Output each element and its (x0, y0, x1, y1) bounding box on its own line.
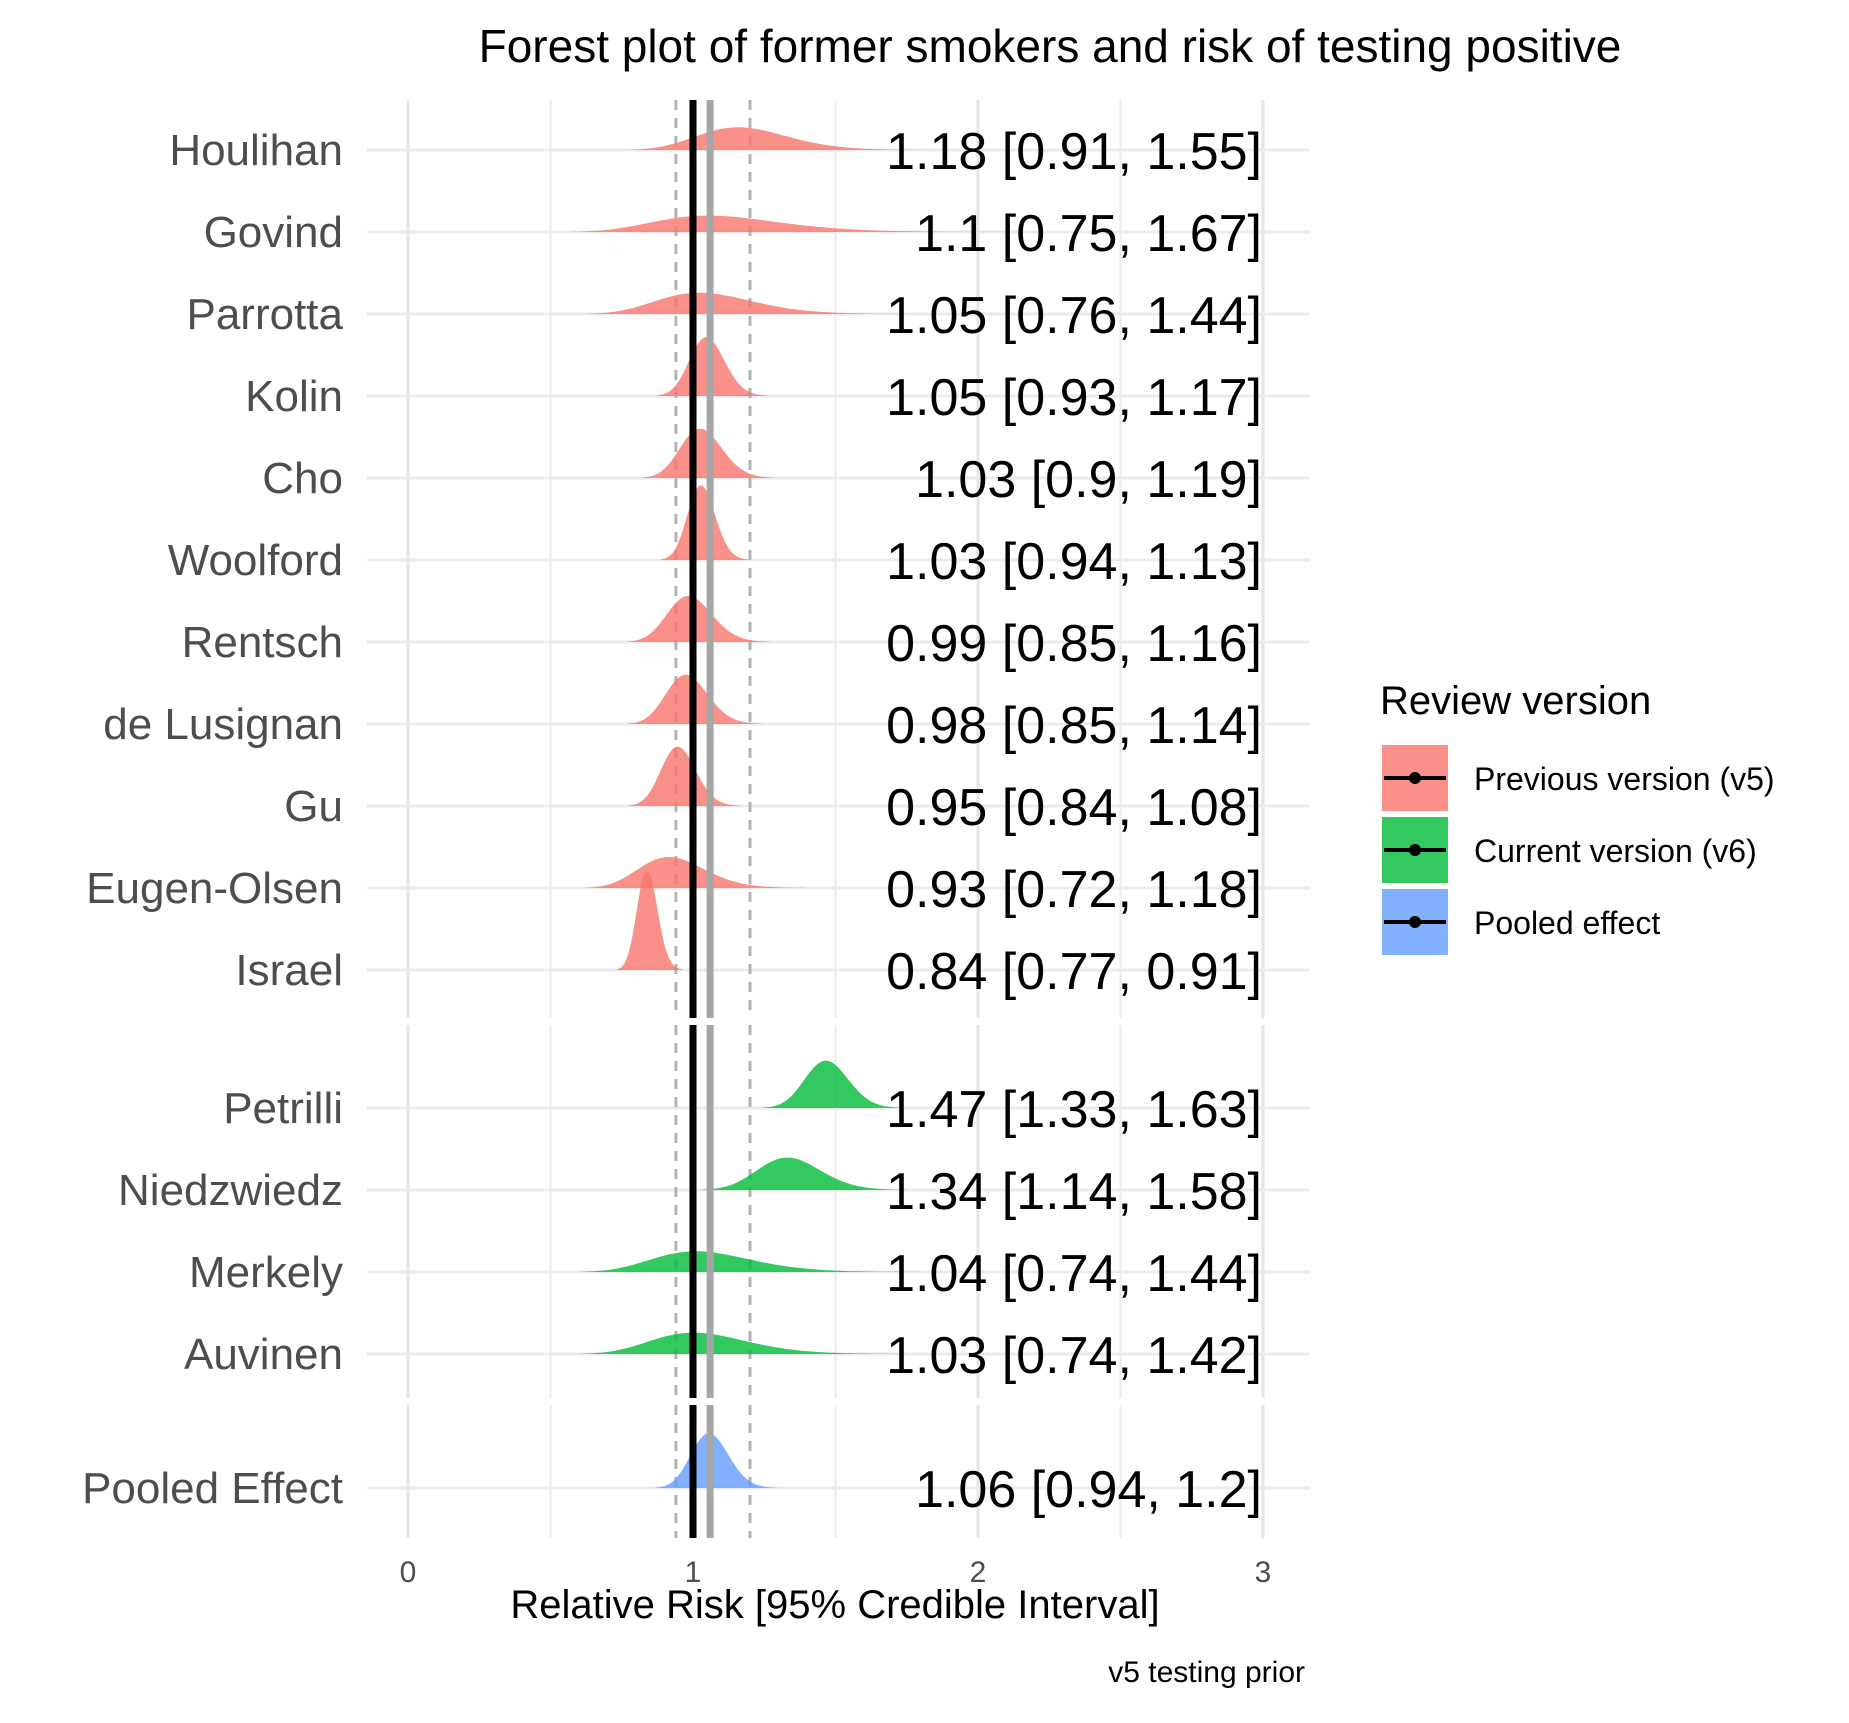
density-ridge (628, 746, 741, 806)
legend-key-point (1409, 916, 1421, 928)
study-label: Petrilli (223, 1084, 343, 1133)
legend-label: Current version (v6) (1474, 833, 1757, 869)
chart-caption: v5 testing prior (1108, 1656, 1305, 1689)
study-label: Cho (262, 454, 343, 503)
estimate-label: 1.04 [0.74, 1.44] (886, 1245, 1262, 1303)
study-label: Parrotta (186, 290, 343, 339)
density-ridge (585, 292, 913, 314)
density-ridge (571, 215, 1011, 232)
study-label: Niedzwiedz (118, 1166, 343, 1215)
estimate-label: 1.18 [0.91, 1.55] (886, 123, 1262, 181)
estimate-label: 0.93 [0.72, 1.18] (886, 861, 1262, 919)
x-tick-label: 2 (970, 1556, 987, 1589)
estimate-label: 0.99 [0.85, 1.16] (886, 615, 1262, 673)
density-ridge (616, 872, 683, 970)
study-label: Merkely (189, 1248, 343, 1297)
estimate-label: 1.05 [0.93, 1.17] (886, 369, 1262, 427)
legend-label: Pooled effect (1474, 905, 1660, 941)
estimate-label: 1.05 [0.76, 1.44] (886, 287, 1262, 345)
study-label: Woolford (168, 536, 343, 585)
study-label: Kolin (245, 372, 343, 421)
density-ridge (660, 485, 750, 560)
density-ridge (655, 1433, 777, 1488)
estimate-label: 1.47 [1.33, 1.63] (886, 1081, 1262, 1139)
density-ridge (700, 1157, 907, 1190)
density-ridge (625, 127, 928, 150)
density-ridge (580, 1251, 919, 1272)
x-axis: 0 1 2 3 (400, 1556, 1272, 1589)
legend-key-point (1409, 844, 1421, 856)
panel-3: Pooled Effect 1.06 [0.94, 1.2] (82, 1405, 1310, 1538)
estimate-label: 1.03 [0.94, 1.13] (886, 533, 1262, 591)
x-tick-label: 1 (685, 1556, 702, 1589)
study-label: Rentsch (182, 618, 343, 667)
legend-title: Review version (1380, 679, 1651, 723)
study-label: Israel (235, 946, 343, 995)
density-ridge (580, 1332, 908, 1354)
x-axis-label: Relative Risk [95% Credible Interval] (510, 1583, 1159, 1627)
study-label: Houlihan (169, 126, 343, 175)
study-label: Eugen-Olsen (86, 864, 343, 913)
estimate-label: 0.95 [0.84, 1.08] (886, 779, 1262, 837)
legend-key-point (1409, 772, 1421, 784)
estimate-label: 1.06 [0.94, 1.2] (915, 1461, 1262, 1519)
density-ridge (762, 1060, 903, 1108)
plot-panels: Houlihan 1.18 [0.91, 1.55] Govind 1.1 [0.75… (82, 100, 1310, 1538)
chart-title: Forest plot of former smokers and risk o… (479, 20, 1622, 72)
panel-2: Petrilli 1.47 [1.33, 1.63] Niedzwiedz 1.34 … (118, 1025, 1310, 1398)
x-tick-label: 0 (400, 1556, 417, 1589)
estimate-label: 0.84 [0.77, 0.91] (886, 943, 1262, 1001)
estimate-label: 1.1 [0.75, 1.67] (915, 205, 1262, 263)
legend: Review version Previous version (v5) Curre… (1380, 679, 1775, 955)
density-ridge (626, 595, 772, 642)
study-label: de Lusignan (103, 700, 343, 749)
estimate-label: 1.34 [1.14, 1.58] (886, 1163, 1262, 1221)
study-label: Gu (284, 782, 343, 831)
study-label: Govind (204, 208, 343, 257)
estimate-label: 1.03 [0.74, 1.42] (886, 1327, 1262, 1385)
legend-label: Previous version (v5) (1474, 761, 1775, 797)
x-tick-label: 3 (1255, 1556, 1272, 1589)
estimate-label: 1.03 [0.9, 1.19] (915, 451, 1262, 509)
study-label: Pooled Effect (82, 1464, 343, 1513)
panel-1: Houlihan 1.18 [0.91, 1.55] Govind 1.1 [0.75… (86, 100, 1310, 1018)
estimate-label: 0.98 [0.85, 1.14] (886, 697, 1262, 755)
study-label: Auvinen (184, 1330, 343, 1379)
